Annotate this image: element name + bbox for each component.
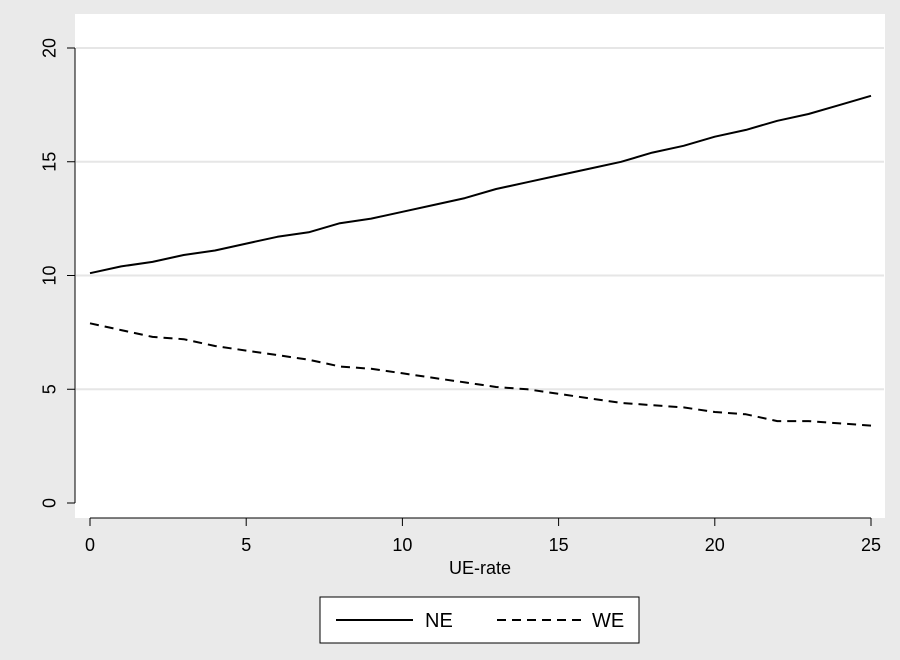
x-tick-label-10: 10	[392, 535, 412, 555]
legend-label-we: WE	[592, 610, 624, 632]
y-tick-label-0: 0	[39, 498, 59, 508]
axes: 0 5 10 15 20 0 5 10 15 20 25	[39, 38, 881, 555]
x-tick-label-20: 20	[705, 535, 725, 555]
x-axis-title: UE-rate	[449, 558, 511, 578]
x-tick-label-5: 5	[241, 535, 251, 555]
series-line-ne	[89, 94, 872, 275]
plot-area	[75, 14, 885, 518]
series-lines	[89, 94, 872, 427]
legend-label-ne: NE	[425, 610, 453, 632]
gridlines	[76, 47, 884, 391]
y-tick-label-20: 20	[39, 38, 59, 58]
x-tick-label-15: 15	[549, 535, 569, 555]
x-tick-label-0: 0	[85, 535, 95, 555]
legend: NE WE	[319, 596, 640, 644]
y-tick-label-10: 10	[39, 265, 59, 285]
y-tick-label-15: 15	[39, 152, 59, 172]
x-tick-label-25: 25	[861, 535, 881, 555]
y-tick-label-5: 5	[39, 384, 59, 394]
series-line-we	[89, 322, 872, 427]
